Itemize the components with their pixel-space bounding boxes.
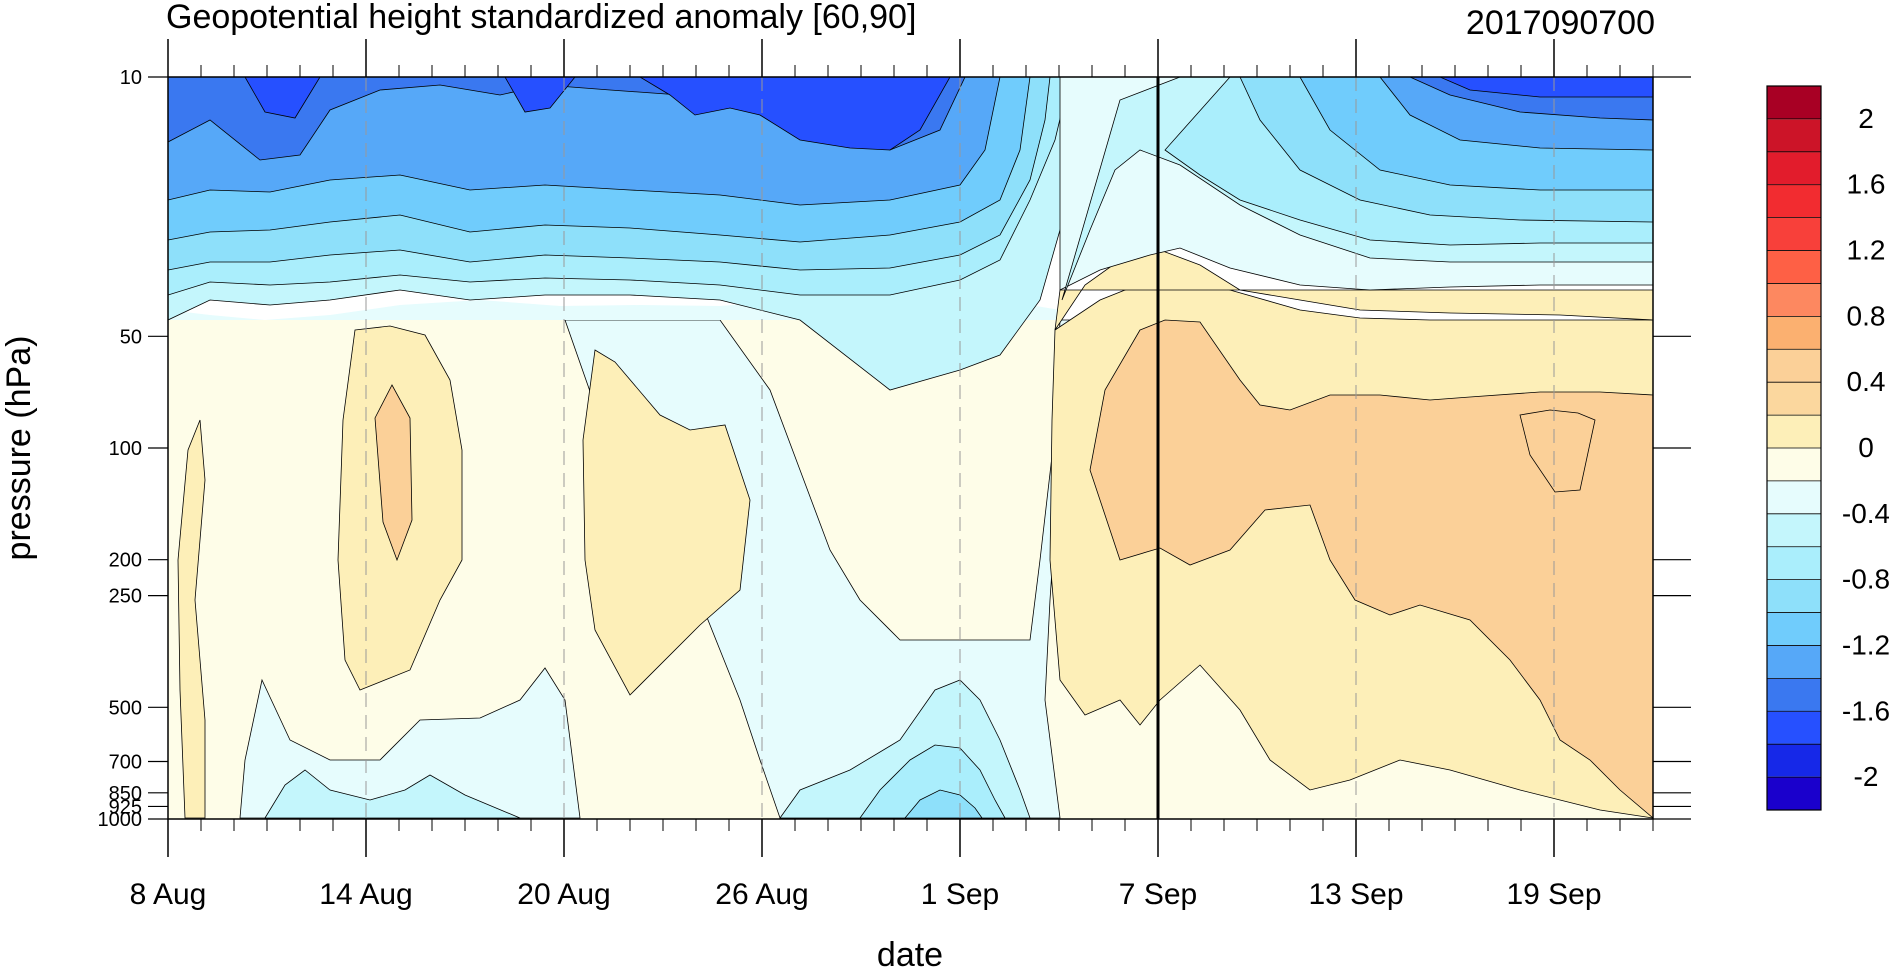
colorbar-swatch: [1766, 217, 1822, 252]
chart-title: Geopotential height standardized anomaly…: [166, 0, 916, 36]
contour-fill: [168, 77, 1653, 819]
colorbar-swatch: [1766, 381, 1822, 416]
x-tick-label: 7 Sep: [1119, 878, 1197, 911]
colorbar-swatch: [1766, 480, 1822, 515]
y-tick-label: 250: [109, 586, 142, 608]
colorbar-swatch: [1766, 348, 1822, 383]
colorbar-label: -0.8: [1842, 564, 1889, 595]
colorbar-label: 1.6: [1847, 169, 1886, 200]
y-tick-label: 925: [109, 796, 142, 818]
fill-pos-left-4: [582, 349, 751, 696]
fill-pos-left-1: [177, 419, 206, 819]
colorbar-label: -1.6: [1842, 695, 1889, 726]
y-tick-label: 700: [109, 752, 142, 774]
colorbar-label: -0.4: [1842, 498, 1889, 529]
colorbar-swatch: [1766, 710, 1822, 745]
colorbar-swatch: [1766, 579, 1822, 614]
colorbar-swatch: [1766, 546, 1822, 581]
y-tick-label: 1000: [98, 809, 143, 831]
timestamp-label: 2017090700: [1466, 4, 1655, 42]
y-axis-label: pressure (hPa): [0, 336, 38, 561]
x-tick-label: 19 Sep: [1506, 878, 1601, 911]
colorbar-swatch: [1766, 118, 1822, 153]
y-tick-label: 50: [120, 326, 142, 348]
colorbar-label: 0.4: [1847, 366, 1886, 397]
x-tick-label: 1 Sep: [921, 878, 999, 911]
x-axis: 8 Aug 14 Aug 20 Aug 26 Aug 1 Sep 7 Sep 13 Sep 1…: [130, 39, 1654, 911]
y-tick-label: 100: [109, 438, 142, 460]
colorbar-swatch: [1766, 612, 1822, 647]
colorbar-swatch: [1766, 250, 1822, 285]
x-tick-label: 26 Aug: [715, 878, 808, 911]
colorbar: 2 1.6 1.2 0.8 0.4 0 -0.4 -0.8 -1.2 -1.6 -2: [1766, 85, 1889, 811]
x-tick-label: 20 Aug: [517, 878, 610, 911]
fill-neg-surface-1: [264, 769, 521, 819]
fill-pos-right-2: [1089, 319, 1653, 819]
y-tick-label: 200: [109, 550, 142, 572]
colorbar-swatch: [1766, 678, 1822, 713]
x-tick-label: 14 Aug: [319, 878, 412, 911]
colorbar-swatch: [1766, 414, 1822, 449]
colorbar-swatch: [1766, 316, 1822, 351]
colorbar-label: 0.8: [1847, 300, 1886, 331]
fill-strat-r9: [1439, 77, 1653, 98]
colorbar-label: -1.2: [1842, 629, 1889, 660]
fill-pos-right-3: [1519, 409, 1596, 493]
colorbar-label: 2: [1858, 103, 1874, 134]
colorbar-swatch: [1766, 776, 1822, 811]
colorbar-swatch: [1766, 645, 1822, 680]
colorbar-swatch: [1766, 513, 1822, 548]
colorbar-swatch: [1766, 447, 1822, 482]
fill-neg-lower-left: [239, 667, 581, 819]
fill-strat-l8: [244, 77, 951, 151]
colorbar-label: 0: [1858, 432, 1874, 463]
x-tick-label: 8 Aug: [130, 878, 207, 911]
colorbar-swatch: [1766, 85, 1822, 120]
y-tick-label: 500: [109, 697, 142, 719]
x-tick-label: 13 Sep: [1308, 878, 1403, 911]
colorbar-label: -2: [1854, 761, 1879, 792]
colorbar-swatch: [1766, 743, 1822, 778]
colorbar-label: 1.2: [1847, 235, 1886, 266]
y-tick-label: 10: [120, 67, 142, 89]
fill-pos-left-3: [374, 384, 413, 562]
colorbar-swatch: [1766, 283, 1822, 318]
colorbar-swatch: [1766, 151, 1822, 186]
y-tick-label: 850: [109, 783, 142, 805]
x-axis-label: date: [877, 936, 943, 969]
colorbar-swatch: [1766, 184, 1822, 219]
